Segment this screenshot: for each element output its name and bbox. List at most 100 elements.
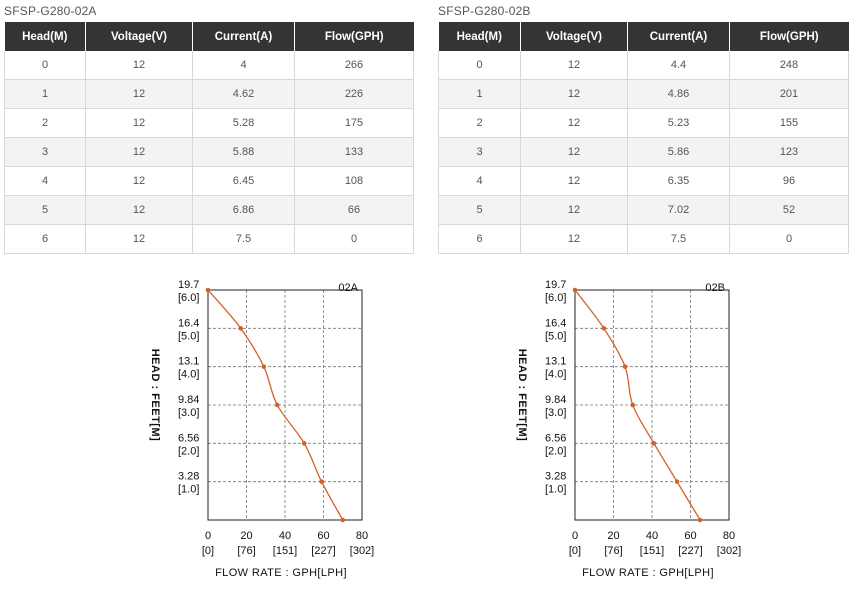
x-tick-label: 0: [205, 530, 211, 542]
y-tick-sublabel: [4.0]: [545, 369, 566, 381]
table-row: 6 12 7.5 0: [438, 224, 849, 254]
table-cell: 4: [438, 166, 521, 196]
x-tick-label: 60: [317, 530, 329, 542]
y-axis-label: HEAD : FEET[M]: [149, 349, 161, 442]
y-tick-sublabel: [6.0]: [545, 292, 566, 304]
y-tick-sublabel: [3.0]: [545, 407, 566, 419]
column-header-voltage: Voltage(V): [85, 22, 193, 51]
table-cell: 201: [729, 79, 849, 109]
table-cell: 1: [438, 79, 521, 109]
table-cell: 12: [85, 108, 193, 138]
table-cell: 1: [4, 79, 86, 109]
table-cell: 5.88: [192, 137, 295, 167]
table-header-row: Head(M) Voltage(V) Current(A) Flow(GPH): [438, 22, 849, 51]
data-point: [601, 326, 607, 331]
table-cell: 7.02: [627, 195, 730, 225]
table-row: 5 12 6.86 66: [4, 195, 414, 225]
table-cell: 5.28: [192, 108, 295, 138]
table-cell: 12: [520, 195, 628, 225]
y-tick-label: 3.28: [545, 471, 566, 483]
table-cell: 5: [438, 195, 521, 225]
table-cell: 5: [4, 195, 86, 225]
table-cell: 12: [520, 79, 628, 109]
y-tick-label: 6.56: [178, 432, 199, 444]
x-tick-sublabel: [0]: [569, 545, 581, 557]
table-cell: 175: [294, 108, 414, 138]
data-point: [674, 479, 680, 484]
x-tick-sublabel: [227]: [678, 545, 702, 557]
table-cell: 96: [729, 166, 849, 196]
x-tick-sublabel: [302]: [717, 545, 741, 557]
plot-frame: [207, 289, 363, 521]
data-point: [238, 326, 244, 331]
pump-curve-chart-02a: 19.7[6.0] 16.4[5.0] 13.1[4.0] 9.84[3.0] 6.56…: [149, 279, 374, 579]
plot-frame: [574, 289, 730, 521]
y-axis-label: HEAD : FEET[M]: [516, 349, 528, 442]
table-row: 3 12 5.88 133: [4, 137, 414, 167]
table-caption-02b: SFSP-G280-02B: [438, 4, 531, 18]
table-cell: 12: [520, 137, 628, 167]
chart-title: 02B: [705, 282, 725, 294]
table-row: 4 12 6.45 108: [4, 166, 414, 196]
x-axis-label: FLOW RATE : GPH[LPH]: [582, 567, 714, 579]
x-tick-sublabel: [151]: [640, 545, 664, 557]
column-header-flow: Flow(GPH): [729, 22, 849, 51]
table-cell: 108: [294, 166, 414, 196]
table-cell: 0: [438, 51, 521, 80]
data-point: [301, 441, 307, 446]
data-point: [261, 364, 267, 369]
table-cell: 266: [294, 51, 414, 80]
y-tick-sublabel: [1.0]: [178, 484, 199, 496]
x-axis-label: FLOW RATE : GPH[LPH]: [215, 567, 347, 579]
table-row: 2 12 5.28 175: [4, 108, 414, 138]
y-tick-label: 6.56: [545, 432, 566, 444]
table-cell: 3: [438, 137, 521, 167]
x-tick-label: 0: [572, 530, 578, 542]
spec-table-02a: Head(M) Voltage(V) Current(A) Flow(GPH) …: [4, 22, 414, 254]
y-tick-sublabel: [5.0]: [545, 330, 566, 342]
y-tick-label: 13.1: [178, 356, 199, 368]
y-tick-sublabel: [3.0]: [178, 407, 199, 419]
x-tick-sublabel: [302]: [350, 545, 374, 557]
table-cell: 0: [294, 224, 414, 254]
data-point: [572, 287, 578, 293]
column-header-current: Current(A): [627, 22, 730, 51]
table-cell: 7.5: [627, 224, 730, 254]
table-row: 1 12 4.62 226: [4, 79, 414, 109]
table-cell: 123: [729, 137, 849, 167]
table-cell: 4.4: [627, 51, 730, 80]
table-caption-02a: SFSP-G280-02A: [4, 4, 97, 18]
y-tick-sublabel: [2.0]: [545, 445, 566, 457]
table-row: 6 12 7.5 0: [4, 224, 414, 254]
x-tick-label: 40: [646, 530, 658, 542]
x-tick-sublabel: [227]: [311, 545, 335, 557]
y-tick-sublabel: [1.0]: [545, 484, 566, 496]
table-cell: 6.35: [627, 166, 730, 196]
table-row: 5 12 7.02 52: [438, 195, 849, 225]
table-cell: 3: [4, 137, 86, 167]
pump-curve-chart-02b: 19.7[6.0] 16.4[5.0] 13.1[4.0] 9.84[3.0] 6.56…: [516, 279, 741, 579]
column-header-voltage: Voltage(V): [520, 22, 628, 51]
data-point: [275, 402, 280, 408]
table-cell: 133: [294, 137, 414, 167]
table-cell: 12: [520, 108, 628, 138]
chart-title: 02A: [338, 282, 358, 294]
x-tick-label: 20: [240, 530, 252, 542]
y-tick-sublabel: [5.0]: [178, 330, 199, 342]
table-cell: 12: [85, 166, 193, 196]
table-cell: 2: [4, 108, 86, 138]
table-cell: 5.23: [627, 108, 730, 138]
y-tick-sublabel: [6.0]: [178, 292, 199, 304]
table-row: 0 12 4.4 248: [438, 51, 849, 80]
data-point: [340, 517, 346, 523]
table-row: 0 12 4 266: [4, 51, 414, 80]
table-row: 4 12 6.35 96: [438, 166, 849, 196]
x-tick-label: 80: [723, 530, 735, 542]
y-tick-sublabel: [4.0]: [178, 369, 199, 381]
y-tick-label: 16.4: [178, 317, 199, 329]
column-header-flow: Flow(GPH): [294, 22, 414, 51]
table-cell: 2: [438, 108, 521, 138]
table-cell: 0: [729, 224, 849, 254]
data-point: [319, 479, 324, 484]
table-cell: 248: [729, 51, 849, 80]
